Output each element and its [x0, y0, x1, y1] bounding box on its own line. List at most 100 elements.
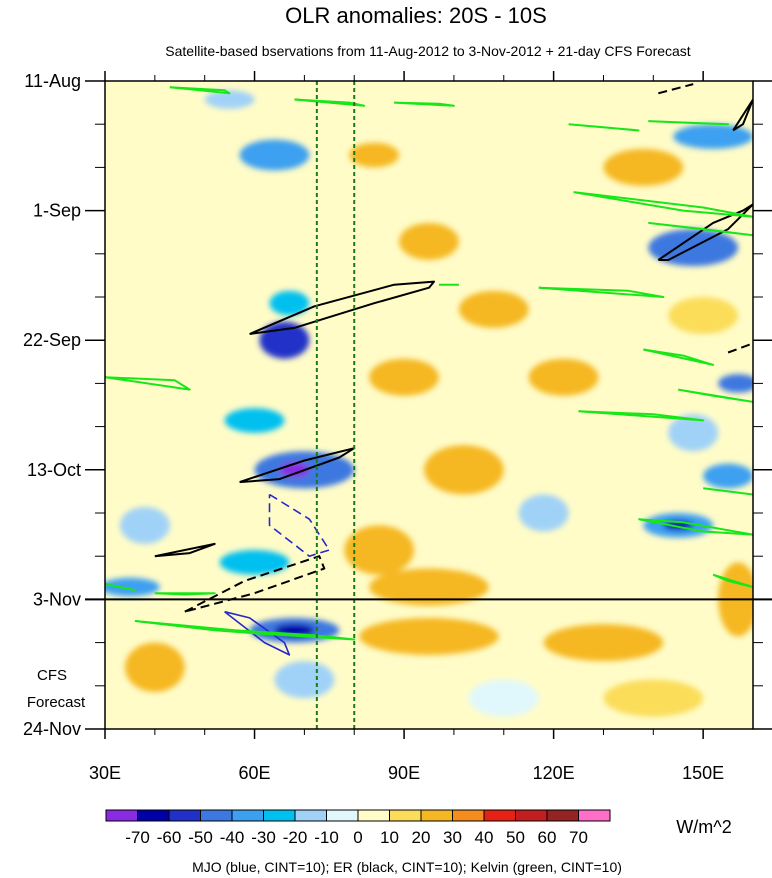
kelvin-contour [703, 487, 753, 496]
kelvin-contour [169, 86, 231, 95]
colorbar-tick-label: 40 [475, 828, 494, 847]
anomaly-blob [105, 577, 160, 597]
anomaly-blob [204, 90, 255, 109]
colorbar-swatch [294, 809, 327, 822]
plot-frame [104, 80, 754, 730]
kelvin-contour [573, 191, 753, 218]
kelvin-contour [105, 376, 191, 391]
er-contour-negative [727, 342, 753, 354]
x-tick-label: 60E [239, 763, 271, 783]
colorbar-swatch [105, 809, 138, 822]
colorbar: -70 -60 -50 -40 -30 -20 -10 0 10 20 30 40 50 60 70 [105, 809, 611, 847]
colorbar-swatch [357, 809, 390, 822]
anomaly-blob [269, 290, 310, 316]
chart-title: OLR anomalies: 20S - 10S [285, 3, 547, 28]
axes: 11-Aug 1-Sep 22-Sep 13-Oct 3-Nov 24-Nov 30E 60E… [23, 71, 772, 783]
colorbar-swatch [326, 809, 359, 822]
anomaly-field [105, 90, 753, 717]
colorbar-swatch [389, 809, 422, 822]
kelvin-contour [712, 573, 753, 589]
colorbar-tick-label: 20 [412, 828, 431, 847]
er-contour-negative [658, 83, 694, 95]
colorbar-swatch [168, 809, 201, 822]
anomaly-blob [424, 445, 504, 495]
colorbar-swatch [231, 809, 264, 822]
contour-legend-footnote: MJO (blue, CINT=10); ER (black, CINT=10)… [192, 859, 622, 875]
kelvin-contour [394, 101, 455, 107]
kelvin-contour [578, 410, 705, 422]
anomaly-blob [369, 358, 439, 396]
anomaly-blob [399, 222, 459, 260]
anomaly-blob [349, 142, 400, 168]
kelvin-contour [643, 348, 715, 366]
colorbar-swatch [420, 809, 453, 822]
colorbar-tick-label: 50 [506, 828, 525, 847]
anomaly-blob [359, 617, 499, 655]
colorbar-tick-label: -30 [251, 828, 276, 847]
colorbar-swatch [578, 809, 611, 822]
colorbar-tick-label: 30 [443, 828, 462, 847]
anomaly-blob [274, 661, 335, 699]
forecast-label-line2: Forecast [27, 694, 86, 711]
anomaly-blob [468, 679, 539, 717]
y-tick-label: 3-Nov [33, 589, 81, 609]
anomaly-blob [124, 642, 185, 692]
anomaly-blob [219, 550, 290, 575]
x-tick-label: 150E [682, 763, 724, 783]
anomaly-blob [668, 297, 739, 335]
anomaly-blob [718, 374, 753, 393]
anomaly-blob [603, 148, 684, 186]
colorbar-tick-label: 60 [538, 828, 557, 847]
x-tick-label: 90E [388, 763, 420, 783]
colorbar-swatch [452, 809, 485, 822]
mjo-contour-negative [268, 493, 331, 557]
kelvin-contour [568, 123, 640, 132]
anomaly-blob [344, 525, 415, 575]
anomaly-blob [543, 624, 664, 662]
anomaly-blob [369, 568, 489, 606]
y-tick-label: 24-Nov [23, 719, 81, 739]
kelvin-contour [638, 518, 753, 536]
kelvin-contour [648, 221, 753, 237]
wave-contours [105, 83, 753, 656]
reference-lines [315, 81, 356, 729]
kelvin-contour [648, 120, 730, 126]
colorbar-swatch [137, 809, 170, 822]
mjo-contour [224, 610, 291, 656]
colorbar-swatch [483, 809, 516, 822]
anomaly-blob [603, 679, 704, 717]
y-tick-label: 1-Sep [33, 201, 81, 221]
forecast-label-line1: CFS [37, 667, 67, 684]
er-contour [154, 542, 216, 558]
colorbar-tick-label: 70 [569, 828, 588, 847]
x-tick-label: 30E [89, 763, 121, 783]
er-contour [239, 447, 356, 484]
y-tick-label: 22-Sep [23, 330, 81, 350]
er-contour [732, 98, 753, 132]
kelvin-contour [134, 620, 356, 641]
colorbar-tick-label: 0 [353, 828, 362, 847]
plot-area [105, 81, 753, 729]
colorbar-tick-label: -20 [283, 828, 308, 847]
anomaly-blob [239, 139, 310, 171]
colorbar-units: W/m^2 [676, 817, 731, 837]
anomaly-blob [518, 494, 569, 532]
colorbar-tick-label: -40 [220, 828, 245, 847]
colorbar-tick-label: -70 [125, 828, 150, 847]
x-tick-label: 120E [533, 763, 575, 783]
chart-subtitle: Satellite-based bservations from 11-Aug-… [165, 43, 691, 59]
colorbar-swatch [263, 809, 296, 822]
anomaly-blob [119, 506, 170, 544]
anomaly-blob [703, 463, 753, 489]
anomaly-blob [673, 124, 753, 149]
y-tick-label: 13-Oct [27, 460, 81, 480]
kelvin-contour [538, 286, 665, 298]
er-contour-negative [184, 555, 326, 613]
colorbar-swatch [546, 809, 579, 822]
colorbar-tick-label: -10 [314, 828, 339, 847]
kelvin-contour [105, 583, 136, 592]
er-contour [249, 280, 435, 335]
kelvin-contour [154, 592, 216, 596]
anomaly-blob [458, 290, 529, 328]
